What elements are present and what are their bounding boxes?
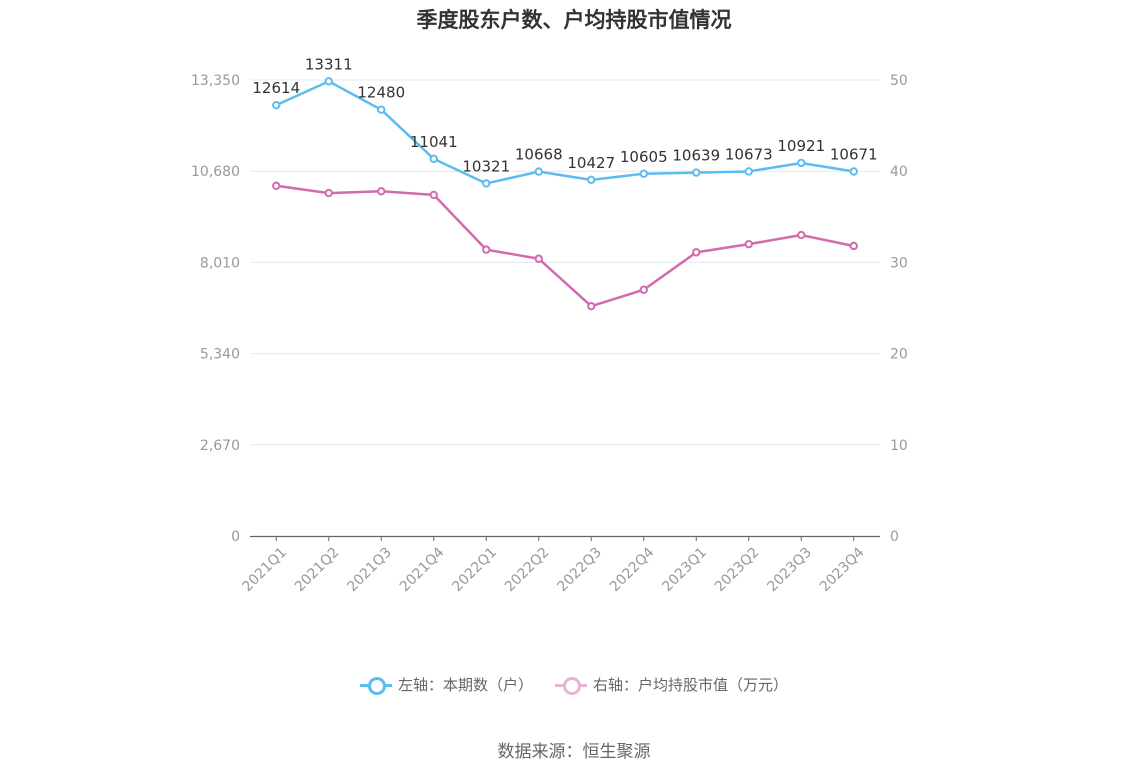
line-chart: 0 2,670 5,340 8,010 10,680 13,350 0 10 20 30 40 50… bbox=[191, 55, 908, 595]
x-tick-label: 2021Q3 bbox=[344, 544, 395, 595]
x-tick-label: 2023Q2 bbox=[712, 544, 763, 595]
series-2-point bbox=[849, 241, 858, 251]
series-2-point bbox=[587, 301, 596, 311]
grid-lines bbox=[250, 79, 880, 446]
x-axis: 2021Q1 2021Q2 2021Q3 2021Q4 2022Q1 2022Q2 2022… bbox=[239, 535, 880, 595]
left-tick-label: 5,340 bbox=[200, 347, 240, 363]
series-1-point bbox=[587, 175, 596, 185]
legend: 左轴：本期数（户） 右轴：户均持股市值（万元） bbox=[0, 674, 1148, 695]
series-1-point bbox=[429, 154, 438, 164]
series-layer bbox=[272, 77, 858, 311]
series-1-point bbox=[272, 100, 281, 110]
right-tick-label: 0 bbox=[890, 529, 899, 545]
series-1-point bbox=[639, 169, 648, 178]
data-source: 数据来源：恒生聚源 bbox=[497, 742, 651, 762]
series-2-point bbox=[744, 239, 753, 249]
data-label: 10321 bbox=[462, 157, 510, 175]
x-tick-label: 2021Q4 bbox=[397, 544, 448, 595]
right-tick-label: 40 bbox=[890, 164, 908, 180]
left-tick-label: 13,350 bbox=[191, 73, 240, 89]
x-tick-label: 2022Q3 bbox=[554, 544, 605, 595]
data-label: 12614 bbox=[252, 79, 300, 97]
right-tick-label: 20 bbox=[890, 347, 908, 363]
series-2-point bbox=[272, 181, 281, 190]
legend-label-holders: 左轴：本期数（户） bbox=[397, 676, 533, 694]
x-tick-label: 2022Q1 bbox=[449, 544, 500, 595]
series-line-1 bbox=[275, 80, 854, 185]
legend-label-avg-value: 右轴：户均持股市值（万元） bbox=[593, 676, 789, 694]
right-axis-ticks: 0 10 20 30 40 50 bbox=[890, 73, 908, 545]
data-label: 12480 bbox=[357, 84, 405, 102]
data-label: 10921 bbox=[777, 137, 825, 155]
data-label: 10673 bbox=[725, 145, 773, 163]
series-1-point bbox=[324, 77, 333, 86]
series-1-point bbox=[744, 167, 753, 176]
series-2-point bbox=[482, 245, 491, 254]
data-label: 10668 bbox=[515, 146, 563, 164]
series-2-point bbox=[534, 254, 543, 263]
legend-item-holders[interactable]: 左轴：本期数（户） bbox=[359, 674, 533, 695]
series-2-point bbox=[377, 187, 386, 196]
left-tick-label: 8,010 bbox=[200, 255, 240, 271]
data-label: 10427 bbox=[567, 154, 615, 172]
x-tick-label: 2021Q2 bbox=[292, 544, 343, 595]
series-line-2 bbox=[276, 184, 855, 308]
series-2-point bbox=[429, 190, 438, 200]
legend-line-icon bbox=[555, 675, 587, 695]
left-tick-label: 10,680 bbox=[191, 164, 240, 180]
series-1-point bbox=[849, 167, 858, 176]
chart-title: 季度股东户数、户均持股市值情况 bbox=[416, 8, 732, 32]
x-tick-label: 2023Q1 bbox=[659, 544, 710, 595]
left-tick-label: 0 bbox=[231, 529, 240, 545]
x-tick-label: 2023Q4 bbox=[817, 544, 868, 595]
series-1-point bbox=[482, 179, 491, 188]
x-tick-label: 2022Q4 bbox=[607, 544, 658, 595]
series-1-point bbox=[797, 158, 806, 168]
legend-item-avg-value[interactable]: 右轴：户均持股市值（万元） bbox=[555, 674, 788, 695]
series-1-point bbox=[692, 168, 701, 177]
series-2-point bbox=[797, 230, 806, 240]
data-label: 13311 bbox=[305, 55, 353, 73]
left-axis-ticks: 0 2,670 5,340 8,010 10,680 13,350 bbox=[191, 73, 240, 545]
series-1-point bbox=[534, 167, 543, 176]
series-2-point bbox=[639, 285, 648, 294]
right-tick-label: 10 bbox=[890, 438, 908, 454]
data-label: 11041 bbox=[410, 133, 458, 151]
x-tick-label: 2023Q3 bbox=[764, 544, 815, 595]
x-tick-label: 2022Q2 bbox=[502, 544, 553, 595]
legend-line-icon bbox=[359, 675, 392, 695]
series-2-point bbox=[692, 248, 701, 257]
data-label: 10605 bbox=[620, 148, 668, 166]
left-tick-label: 2,670 bbox=[200, 438, 240, 454]
data-label: 10639 bbox=[672, 147, 720, 165]
data-label: 10671 bbox=[830, 146, 878, 164]
right-tick-label: 30 bbox=[890, 255, 908, 271]
right-tick-label: 50 bbox=[890, 73, 908, 89]
series-2-point bbox=[324, 188, 333, 198]
series-1-point bbox=[377, 105, 386, 114]
x-tick-label: 2021Q1 bbox=[239, 544, 290, 595]
